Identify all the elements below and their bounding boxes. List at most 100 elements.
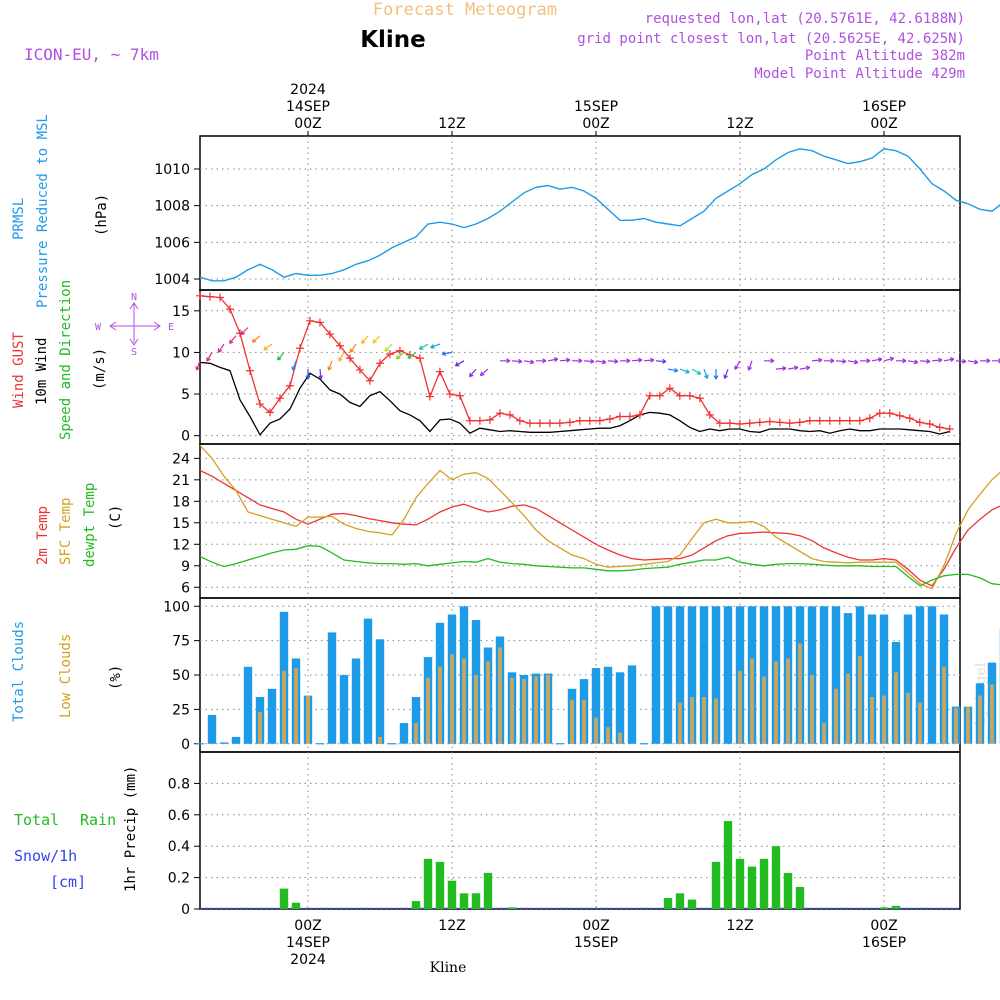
wind-arrow — [206, 352, 213, 362]
bottom-time-label: 12Z — [726, 918, 753, 934]
wind-arrow — [871, 357, 883, 362]
gust-line — [199, 295, 950, 430]
total-cloud-bar — [399, 723, 409, 744]
wind-arrow — [305, 369, 311, 380]
point-altitude: Point Altitude 382m — [805, 48, 965, 64]
wind-arrow — [620, 358, 631, 364]
rain-bar — [759, 858, 769, 909]
wind-arrow — [631, 357, 643, 363]
wind-arrow — [907, 359, 919, 365]
gust-point — [225, 305, 234, 314]
gust-point — [385, 350, 394, 359]
gust-point — [815, 416, 824, 425]
total-cloud-bar — [879, 614, 889, 744]
wind-arrow — [734, 360, 741, 370]
gust-point — [245, 366, 254, 375]
low-cloud-bar — [594, 717, 598, 744]
wind-arrow — [479, 368, 489, 377]
rain-bar — [675, 893, 685, 909]
gust-point — [765, 417, 774, 426]
location-title: Kline — [360, 27, 426, 53]
rain-bar — [279, 888, 289, 909]
low-cloud-bar — [834, 688, 838, 744]
wind-arrow — [277, 352, 285, 361]
wind-arrow — [747, 360, 753, 371]
low-cloud-bar — [894, 672, 898, 744]
y-tick-label: 21 — [172, 473, 190, 489]
gust-point — [655, 391, 664, 400]
total-cloud-bar — [627, 665, 637, 744]
wind-arrow — [217, 343, 225, 353]
y-tick-label: 18 — [172, 494, 190, 510]
gust-point — [595, 416, 604, 425]
total-cloud-bar — [207, 714, 217, 744]
total-cloud-bar — [339, 675, 349, 744]
wind-arrow — [860, 358, 871, 364]
gust-point — [705, 410, 714, 419]
low-cloud-bar — [702, 697, 706, 744]
wind-arrow — [511, 358, 523, 364]
total-cloud-bar — [915, 606, 925, 744]
wind-arrow — [967, 359, 979, 365]
model-altitude: Model Point Altitude 429m — [754, 66, 965, 82]
y-tick-label: 6 — [181, 580, 190, 596]
precip-unit: 1hr Precip (mm) — [123, 766, 139, 892]
gust-point — [895, 411, 904, 420]
low-cloud-bar — [618, 732, 622, 744]
low-cloud-bar — [474, 675, 478, 744]
y-tick-label: 100 — [163, 599, 190, 615]
gust-point — [375, 359, 384, 368]
panel-precip: 0 0.2 0.4 0.6 0.8 — [168, 751, 961, 918]
rain-bar — [411, 901, 421, 909]
total-cloud-bar — [903, 614, 913, 744]
wind-arrow — [407, 351, 417, 359]
low-cloud-bar — [690, 697, 694, 744]
gust-point — [535, 419, 544, 428]
wind-arrow — [992, 358, 1000, 364]
rain-bar — [447, 880, 457, 909]
rain-bar — [471, 893, 481, 909]
wind-arrow — [395, 351, 405, 360]
gust-point — [215, 293, 224, 302]
wind-arrow — [835, 358, 847, 364]
gust-point — [835, 416, 844, 425]
wind-arrow — [536, 358, 547, 364]
total-cloud-bar — [231, 736, 241, 744]
plot-layer: 1004 1006 1008 1010 0 5 10 15 6 9 12 15 18 21 24 0 25 50 7… — [154, 82, 1000, 968]
gust-point — [285, 381, 294, 390]
wind-speed-line — [199, 361, 950, 436]
dewpt-label: dewpt Temp — [82, 483, 98, 567]
gust-label: Wind GUST — [11, 332, 27, 408]
gust-point — [795, 418, 804, 427]
y-tick-label: 24 — [172, 451, 190, 467]
grid-point-coords: grid point closest lon,lat (20.5625E, 42… — [577, 31, 965, 47]
gust-point — [455, 391, 464, 400]
y-tick-label: 0.4 — [168, 839, 190, 855]
low-cloud-bar — [942, 666, 946, 744]
wind-arrow — [764, 358, 775, 364]
total-cloud-bar — [687, 606, 697, 744]
rain-bar — [507, 907, 517, 909]
top-time-label: 16SEP — [862, 99, 906, 115]
y-tick-label: 0.2 — [168, 871, 190, 887]
rain-bar — [879, 907, 889, 909]
rain-bar — [687, 899, 697, 909]
top-time-label: 12Z — [726, 116, 753, 132]
total-cloud-bar — [651, 606, 661, 744]
gust-point — [665, 384, 674, 393]
total-cloud-bar — [411, 697, 421, 744]
pressure-label-1: PRMSL — [11, 198, 27, 240]
low-cloud-bar — [510, 677, 514, 744]
bottom-time-label: 12Z — [438, 918, 465, 934]
cloud-unit: (%) — [108, 665, 124, 690]
total-cloud-bar — [831, 606, 841, 744]
total-cloud-bar — [243, 666, 253, 744]
rain-bar — [459, 893, 469, 909]
total-cloud-bar — [615, 672, 625, 744]
bottom-time-label: 00Z — [870, 918, 897, 934]
rain-bar — [711, 861, 721, 909]
wind-arrow — [713, 369, 719, 380]
low-cloud-bar — [570, 699, 574, 744]
dewpt-line — [199, 545, 1000, 587]
